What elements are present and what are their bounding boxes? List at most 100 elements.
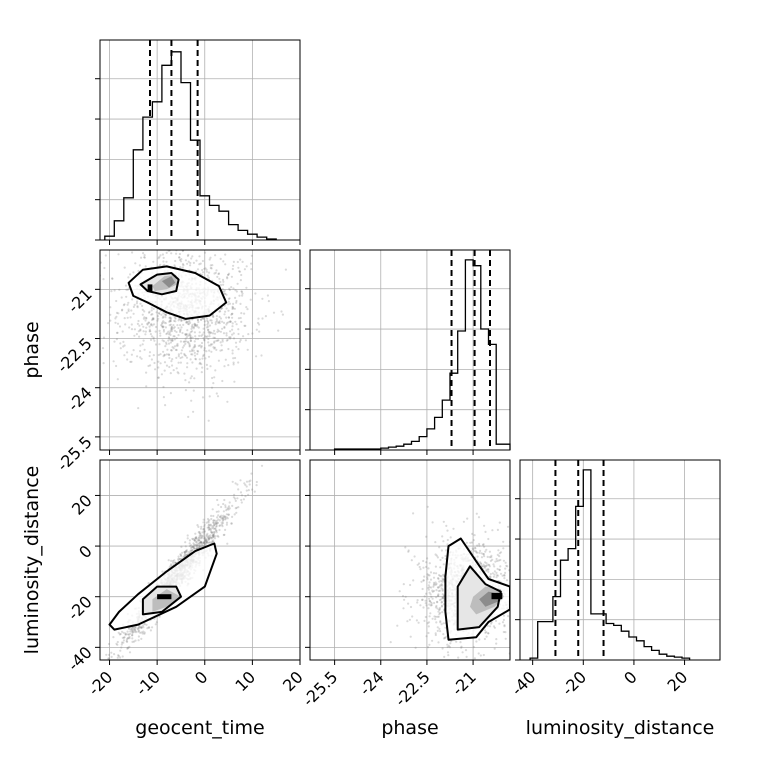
- scatter-point: [183, 552, 187, 555]
- scatter-point: [237, 506, 240, 509]
- scatter-point: [434, 618, 437, 621]
- scatter-point: [491, 572, 494, 575]
- scatter-point: [424, 602, 427, 605]
- scatter-point: [188, 539, 191, 542]
- scatter-point: [159, 332, 162, 335]
- scatter-point: [227, 321, 230, 324]
- scatter-point: [207, 337, 210, 341]
- scatter-point: [525, 549, 527, 551]
- scatter-point: [436, 594, 440, 597]
- scatter-point: [230, 522, 233, 525]
- scatter-point: [215, 392, 218, 395]
- scatter-point: [169, 316, 172, 319]
- scatter-point: [490, 622, 493, 625]
- scatter-point: [425, 592, 428, 595]
- scatter-point: [133, 626, 136, 629]
- scatter-point: [222, 510, 225, 513]
- scatter-point: [239, 302, 242, 305]
- scatter-point: [216, 330, 219, 333]
- scatter-point: [516, 586, 518, 588]
- panel-phase-hist: [305, 249, 511, 455]
- scatter-point: [209, 343, 213, 346]
- scatter-point: [200, 345, 203, 348]
- scatter-point: [160, 313, 163, 316]
- scatter-point: [485, 548, 488, 551]
- scatter-point: [161, 322, 164, 325]
- scatter-point: [116, 656, 119, 659]
- scatter-point: [502, 559, 505, 562]
- scatter-point: [475, 512, 478, 515]
- scatter-point: [209, 534, 212, 537]
- scatter-point: [447, 671, 449, 673]
- scatter-point: [180, 241, 182, 243]
- scatter-point: [206, 335, 209, 338]
- scatter-point: [138, 626, 141, 629]
- scatter-point: [205, 538, 208, 541]
- scatter-point: [200, 541, 203, 544]
- scatter-point: [210, 321, 214, 324]
- y-tick-label: -20: [64, 592, 96, 624]
- scatter-point: [510, 578, 512, 580]
- scatter-point: [134, 639, 137, 642]
- scatter-point: [170, 327, 173, 330]
- scatter-point: [212, 521, 215, 524]
- scatter-point: [150, 358, 153, 361]
- scatter-point: [197, 539, 200, 542]
- scatter-point: [233, 380, 236, 383]
- scatter-point: [488, 575, 491, 579]
- scatter-point: [196, 538, 199, 541]
- scatter-point: [232, 363, 235, 366]
- scatter-point: [208, 538, 211, 541]
- scatter-point: [129, 630, 132, 633]
- scatter-point: [184, 259, 187, 262]
- scatter-point: [184, 555, 187, 558]
- scatter-point: [426, 622, 429, 625]
- scatter-point: [183, 340, 186, 343]
- panel-frame: [309, 459, 511, 661]
- scatter-point: [134, 630, 137, 633]
- scatter-point: [162, 260, 165, 263]
- scatter-point: [420, 580, 423, 583]
- scatter-point: [187, 334, 190, 337]
- scatter-point: [241, 294, 244, 297]
- scatter-point: [131, 242, 133, 244]
- scatter-point: [512, 625, 514, 627]
- scatter-point: [212, 540, 215, 544]
- scatter-point: [213, 523, 216, 526]
- scatter-point: [119, 347, 122, 350]
- scatter-point: [207, 320, 210, 323]
- scatter-point: [139, 356, 142, 359]
- scatter-point: [153, 339, 156, 342]
- scatter-point: [164, 247, 166, 249]
- scatter-point: [108, 653, 111, 657]
- scatter-point: [244, 339, 247, 342]
- scatter-point: [216, 521, 219, 524]
- scatter-point: [151, 313, 154, 316]
- scatter-point: [128, 651, 132, 654]
- scatter-point: [260, 354, 263, 357]
- scatter-point: [459, 641, 462, 644]
- scatter-point: [140, 626, 143, 629]
- scatter-point: [175, 356, 178, 359]
- scatter-point: [441, 647, 444, 650]
- scatter-point: [208, 537, 211, 540]
- scatter-point: [191, 326, 194, 329]
- scatter-point: [439, 621, 442, 624]
- scatter-point: [112, 636, 115, 639]
- scatter-point: [455, 640, 458, 643]
- scatter-point: [178, 256, 181, 259]
- scatter-point: [198, 532, 201, 535]
- scatter-point: [186, 340, 189, 343]
- scatter-point: [493, 565, 496, 568]
- scatter-point: [207, 419, 210, 422]
- scatter-point: [491, 558, 494, 561]
- scatter-point: [224, 504, 227, 507]
- scatter-point: [139, 344, 142, 347]
- scatter-point: [119, 632, 122, 636]
- scatter-point: [192, 543, 196, 546]
- scatter-point: [193, 539, 196, 542]
- scatter-point: [157, 376, 160, 379]
- scatter-point: [214, 522, 217, 525]
- contour-core: [157, 594, 172, 600]
- scatter-point: [211, 540, 214, 544]
